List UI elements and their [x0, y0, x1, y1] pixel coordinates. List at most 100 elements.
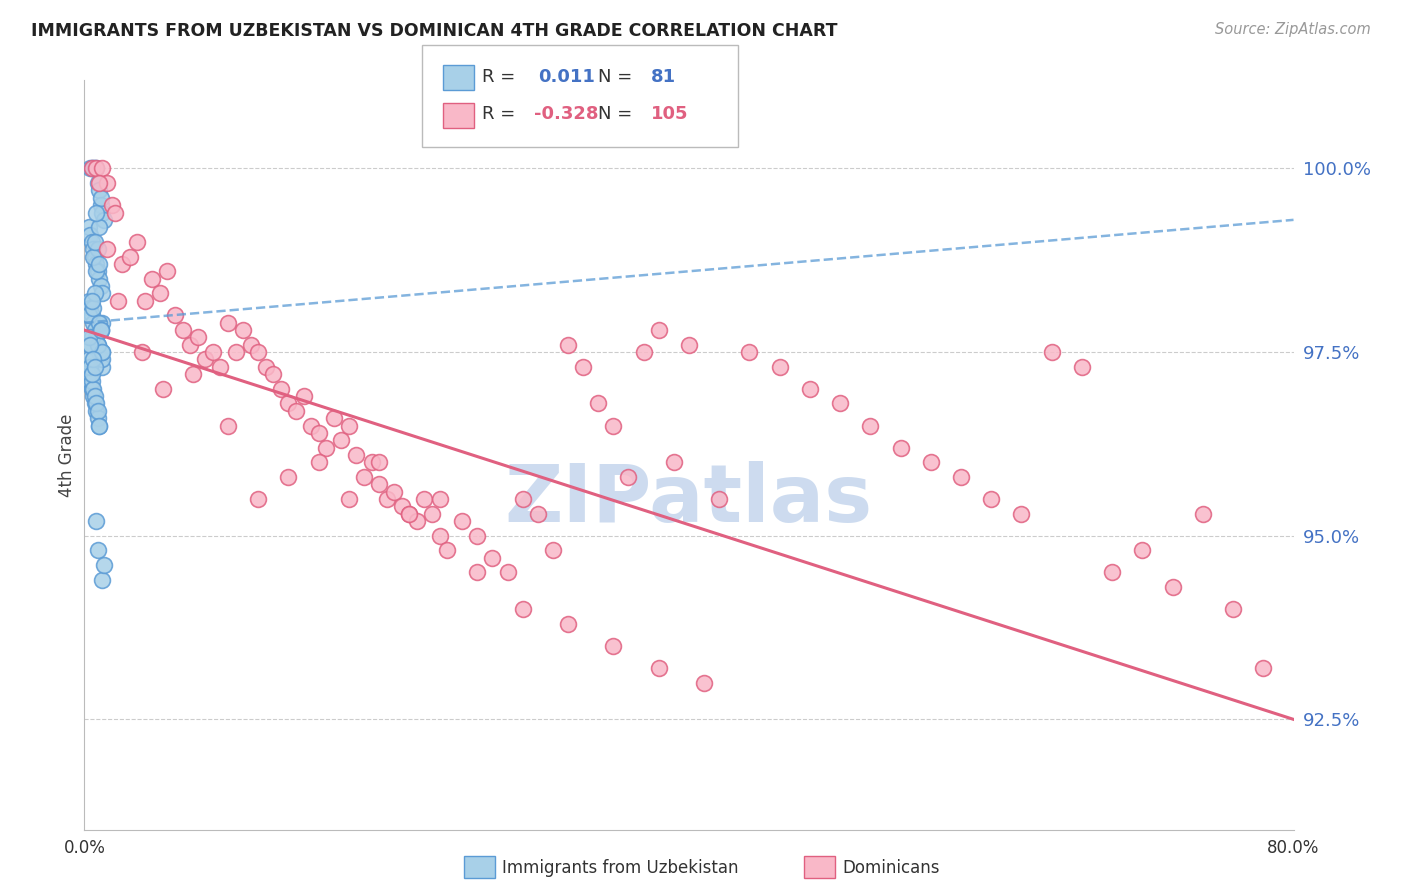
Point — [86, 264, 108, 278]
Point — [87, 337, 110, 351]
Point — [90, 345, 112, 359]
Point — [859, 418, 882, 433]
Point — [86, 205, 108, 219]
Point — [90, 191, 112, 205]
Text: N =: N = — [598, 68, 631, 86]
Point — [77, 367, 100, 381]
Text: 105: 105 — [651, 105, 689, 123]
Point — [84, 286, 107, 301]
Point — [84, 359, 107, 374]
Point — [77, 352, 100, 367]
Point — [91, 161, 114, 176]
Point — [557, 337, 579, 351]
Point — [557, 616, 579, 631]
Point — [890, 441, 912, 455]
Point — [84, 323, 107, 337]
Point — [86, 257, 108, 271]
Point — [87, 404, 110, 418]
Point — [84, 396, 107, 410]
Point — [588, 396, 610, 410]
Point — [93, 212, 115, 227]
Point — [91, 359, 114, 374]
Point — [602, 418, 624, 433]
Point — [86, 330, 108, 344]
Point — [96, 176, 118, 190]
Point — [398, 507, 420, 521]
Text: R =: R = — [482, 68, 516, 86]
Text: R =: R = — [482, 105, 516, 123]
Point — [86, 404, 108, 418]
Point — [84, 389, 107, 403]
Text: Immigrants from Uzbekistan: Immigrants from Uzbekistan — [502, 859, 738, 877]
Point — [82, 382, 104, 396]
Point — [429, 529, 451, 543]
Point — [451, 514, 474, 528]
Point — [398, 507, 420, 521]
Point — [79, 359, 101, 374]
Point — [91, 316, 114, 330]
Point — [89, 345, 111, 359]
Point — [262, 367, 284, 381]
Point — [1192, 507, 1215, 521]
Point — [80, 161, 103, 176]
Point — [322, 411, 344, 425]
Point — [165, 309, 187, 323]
Point — [179, 337, 201, 351]
Point — [90, 352, 112, 367]
Point — [77, 330, 100, 344]
Point — [353, 470, 375, 484]
Point — [84, 235, 107, 249]
Point — [368, 455, 391, 469]
Point — [181, 367, 204, 381]
Point — [118, 250, 141, 264]
Point — [346, 448, 368, 462]
Point — [1161, 580, 1184, 594]
Point — [693, 675, 716, 690]
Point — [96, 242, 118, 256]
Point — [79, 161, 101, 176]
Point — [77, 293, 100, 308]
Point — [572, 359, 595, 374]
Point — [201, 345, 224, 359]
Point — [90, 279, 112, 293]
Point — [87, 411, 110, 425]
Point — [738, 345, 761, 359]
Point — [111, 257, 134, 271]
Point — [90, 323, 112, 337]
Point — [80, 382, 103, 396]
Point — [87, 264, 110, 278]
Point — [80, 293, 103, 308]
Point — [82, 352, 104, 367]
Point — [131, 345, 153, 359]
Point — [678, 337, 700, 351]
Point — [406, 514, 429, 528]
Point — [247, 491, 270, 506]
Point — [382, 484, 405, 499]
Point — [87, 242, 110, 256]
Point — [152, 382, 174, 396]
Point — [481, 550, 503, 565]
Point — [77, 359, 100, 374]
Point — [194, 352, 217, 367]
Point — [80, 235, 103, 249]
Point — [368, 477, 391, 491]
Point — [1132, 543, 1154, 558]
Text: N =: N = — [598, 105, 631, 123]
Point — [79, 367, 101, 381]
Point — [769, 359, 792, 374]
Point — [82, 301, 104, 315]
Point — [79, 227, 101, 242]
Point — [1101, 566, 1123, 580]
Point — [277, 470, 299, 484]
Point — [512, 491, 534, 506]
Point — [86, 396, 108, 410]
Point — [91, 345, 114, 359]
Point — [541, 543, 564, 558]
Point — [239, 337, 262, 351]
Point — [80, 375, 103, 389]
Point — [292, 389, 315, 403]
Point — [90, 323, 112, 337]
Point — [617, 470, 640, 484]
Point — [225, 345, 247, 359]
Point — [107, 293, 129, 308]
